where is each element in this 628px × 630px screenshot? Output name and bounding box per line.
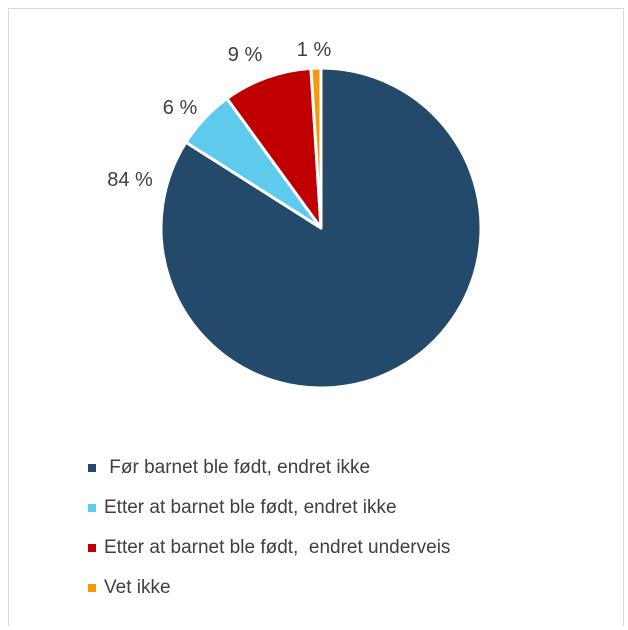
data-label: 84 % <box>107 169 153 191</box>
pie-chart: 84 % 6 % 9 % 1 % <box>107 39 483 390</box>
legend-item: Etter at barnet ble født, endret underve… <box>88 528 608 568</box>
legend-swatch <box>88 544 96 552</box>
legend-item: Etter at barnet ble født, endret ikke <box>88 488 608 528</box>
legend-swatch <box>88 584 96 592</box>
legend-item: Vet ikke <box>88 568 608 608</box>
legend-label: Etter at barnet ble født, endret underve… <box>104 537 451 558</box>
legend-swatch <box>88 504 96 512</box>
data-label: 1 % <box>297 39 332 61</box>
pie-slice <box>309 66 323 230</box>
legend-label: Før barnet ble født, endret ikke <box>104 457 371 478</box>
chart-frame <box>8 8 624 626</box>
data-label: 9 % <box>228 44 263 66</box>
pie-slice <box>225 66 323 230</box>
legend-label: Vet ikke <box>104 577 171 598</box>
data-label: 6 % <box>163 97 198 119</box>
legend-label: Etter at barnet ble født, endret ikke <box>104 497 397 518</box>
legend: Før barnet ble født, endret ikke Etter a… <box>88 448 608 608</box>
legend-item: Før barnet ble født, endret ikke <box>88 448 608 488</box>
legend-swatch <box>88 464 96 472</box>
